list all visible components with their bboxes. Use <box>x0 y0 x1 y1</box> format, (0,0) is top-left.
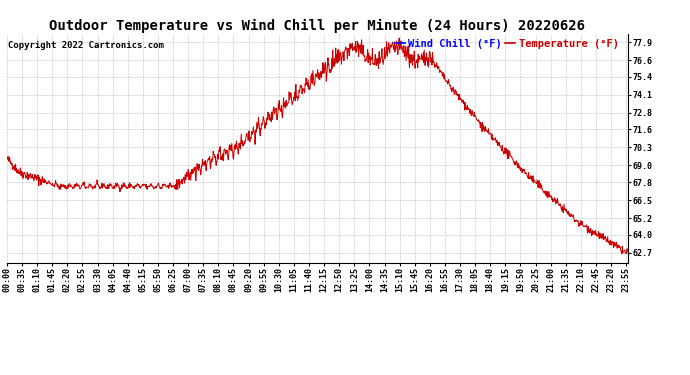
Text: Copyright 2022 Cartronics.com: Copyright 2022 Cartronics.com <box>8 40 164 50</box>
Title: Outdoor Temperature vs Wind Chill per Minute (24 Hours) 20220626: Outdoor Temperature vs Wind Chill per Mi… <box>50 18 585 33</box>
Legend: Wind Chill (°F), Temperature (°F): Wind Chill (°F), Temperature (°F) <box>391 34 622 53</box>
